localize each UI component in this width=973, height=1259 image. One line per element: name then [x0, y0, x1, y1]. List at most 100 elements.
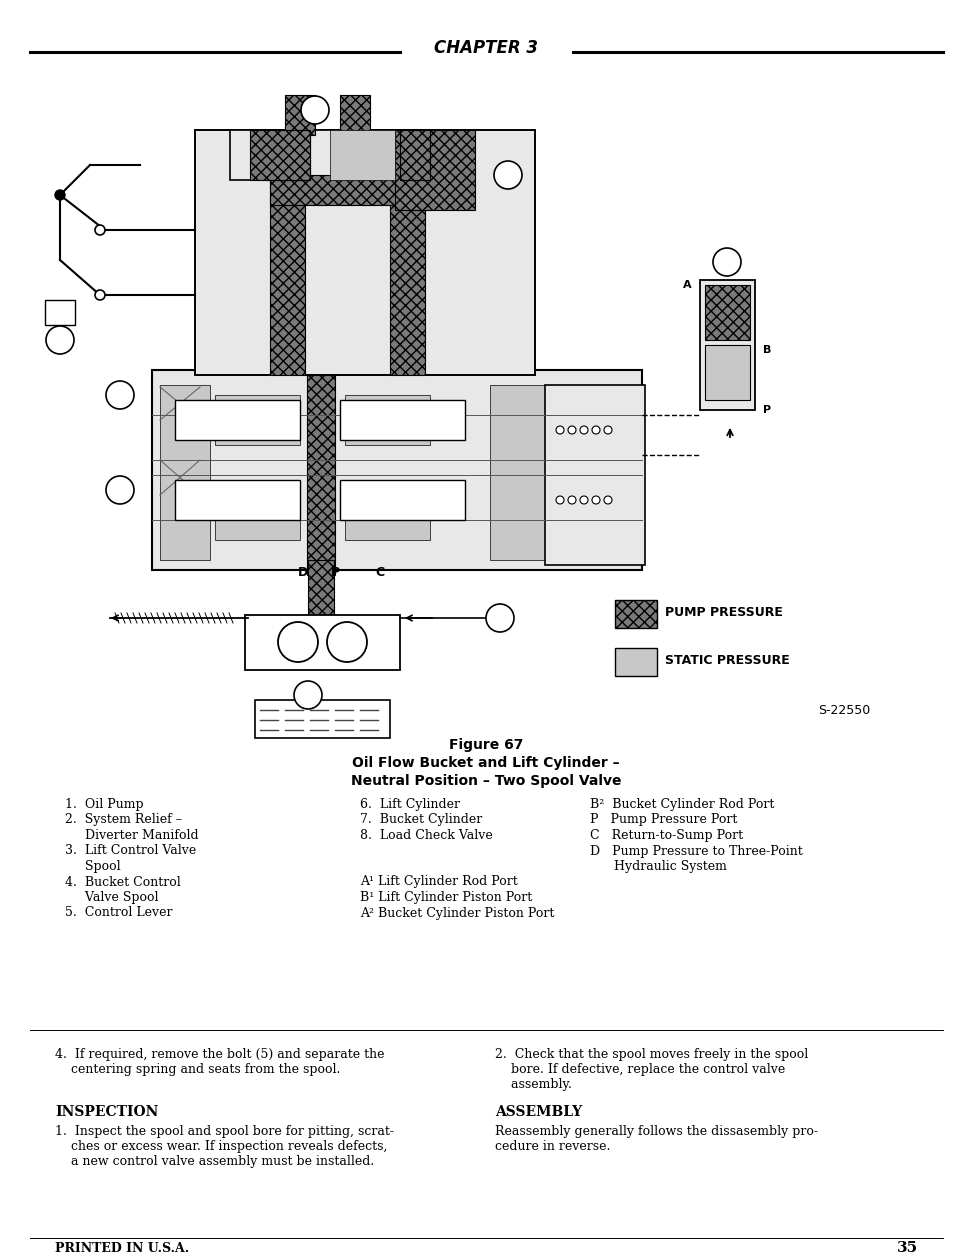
Text: PRINTED IN U.S.A.: PRINTED IN U.S.A.: [55, 1241, 189, 1254]
Text: INSPECTION: INSPECTION: [55, 1105, 159, 1119]
Text: P   Pump Pressure Port: P Pump Pressure Port: [590, 813, 738, 826]
Text: B1: B1: [395, 497, 411, 507]
Circle shape: [604, 496, 612, 504]
Bar: [307, 375, 335, 575]
Text: 35: 35: [897, 1241, 918, 1255]
Text: B: B: [763, 345, 772, 355]
Circle shape: [106, 381, 134, 409]
Text: 6: 6: [311, 104, 319, 115]
Bar: [345, 395, 430, 444]
Bar: [340, 94, 370, 135]
Bar: [245, 614, 400, 670]
Bar: [175, 480, 300, 520]
Bar: [270, 175, 305, 375]
Circle shape: [294, 681, 322, 709]
Text: 4.  Bucket Control: 4. Bucket Control: [65, 875, 181, 889]
Text: CHAPTER 3: CHAPTER 3: [434, 39, 538, 57]
Bar: [340, 400, 465, 439]
Text: P: P: [763, 405, 772, 415]
Text: Diverter Manifold: Diverter Manifold: [65, 828, 198, 842]
Text: P: P: [331, 565, 340, 578]
Bar: [705, 285, 750, 340]
Circle shape: [556, 496, 564, 504]
Text: STATIC PRESSURE: STATIC PRESSURE: [665, 653, 790, 666]
Text: D   Pump Pressure to Three-Point: D Pump Pressure to Three-Point: [590, 845, 803, 857]
Text: D: D: [298, 565, 308, 578]
Text: C: C: [376, 565, 384, 578]
Text: C   Return-to-Sump Port: C Return-to-Sump Port: [590, 828, 743, 842]
Circle shape: [592, 426, 600, 434]
Text: A: A: [683, 279, 692, 290]
Bar: [705, 345, 750, 400]
Bar: [545, 385, 645, 565]
Bar: [330, 130, 395, 180]
Text: A¹ Lift Cylinder Rod Port: A¹ Lift Cylinder Rod Port: [360, 875, 518, 889]
Text: 8.  Load Check Valve: 8. Load Check Valve: [360, 828, 492, 842]
Text: 5: 5: [56, 335, 64, 345]
Circle shape: [604, 426, 612, 434]
Circle shape: [95, 225, 105, 235]
Text: A1: A1: [230, 497, 246, 507]
Circle shape: [713, 248, 741, 276]
Bar: [615, 601, 657, 628]
Bar: [215, 395, 300, 444]
Bar: [400, 130, 430, 180]
Circle shape: [301, 96, 329, 123]
Text: S-22550: S-22550: [817, 704, 870, 716]
Text: Oil Flow Bucket and Lift Cylinder –: Oil Flow Bucket and Lift Cylinder –: [352, 755, 620, 771]
Text: Valve Spool: Valve Spool: [65, 891, 159, 904]
Bar: [615, 648, 657, 676]
Text: ASSEMBLY: ASSEMBLY: [495, 1105, 582, 1119]
Bar: [152, 370, 642, 570]
Circle shape: [580, 426, 588, 434]
Bar: [285, 94, 315, 135]
Bar: [160, 385, 210, 560]
Circle shape: [278, 622, 318, 662]
Text: 2.  System Relief –: 2. System Relief –: [65, 813, 182, 826]
Text: PUMP PRESSURE: PUMP PRESSURE: [665, 606, 783, 618]
Bar: [345, 490, 430, 540]
Bar: [700, 279, 755, 410]
Text: A² Bucket Cylinder Piston Port: A² Bucket Cylinder Piston Port: [360, 906, 555, 919]
Text: 7.  Bucket Cylinder: 7. Bucket Cylinder: [360, 813, 483, 826]
Text: Neutral Position – Two Spool Valve: Neutral Position – Two Spool Valve: [350, 774, 621, 788]
Text: 8: 8: [723, 257, 731, 267]
Bar: [340, 480, 465, 520]
Circle shape: [46, 326, 74, 354]
Circle shape: [580, 496, 588, 504]
Circle shape: [592, 496, 600, 504]
Circle shape: [486, 604, 514, 632]
Bar: [45, 300, 75, 325]
Text: 1.  Oil Pump: 1. Oil Pump: [65, 798, 144, 811]
Text: A2: A2: [230, 417, 246, 427]
Text: Hydraulic System: Hydraulic System: [590, 860, 727, 872]
Circle shape: [556, 426, 564, 434]
Bar: [250, 130, 310, 180]
Text: 4: 4: [116, 390, 124, 400]
Text: 7: 7: [504, 170, 512, 180]
Text: B2: B2: [395, 417, 411, 427]
Circle shape: [327, 622, 367, 662]
Bar: [395, 130, 475, 210]
Circle shape: [568, 426, 576, 434]
Bar: [270, 175, 425, 205]
Text: 2.  Check that the spool moves freely in the spool
    bore. If defective, repla: 2. Check that the spool moves freely in …: [495, 1047, 809, 1092]
Bar: [490, 385, 550, 560]
Bar: [215, 490, 300, 540]
Bar: [230, 130, 415, 180]
Text: B¹ Lift Cylinder Piston Port: B¹ Lift Cylinder Piston Port: [360, 891, 532, 904]
Text: 3: 3: [116, 485, 124, 495]
Text: 3.  Lift Control Valve: 3. Lift Control Valve: [65, 845, 197, 857]
Circle shape: [95, 290, 105, 300]
Text: 5.  Control Lever: 5. Control Lever: [65, 906, 172, 919]
Text: 4.  If required, remove the bolt (5) and separate the
    centering spring and s: 4. If required, remove the bolt (5) and …: [55, 1047, 384, 1076]
Text: Figure 67: Figure 67: [449, 738, 523, 752]
Text: Reassembly generally follows the dissasembly pro-
cedure in reverse.: Reassembly generally follows the dissase…: [495, 1126, 818, 1153]
Bar: [308, 560, 334, 624]
Bar: [255, 700, 390, 738]
Text: 1: 1: [305, 690, 312, 700]
Text: Spool: Spool: [65, 860, 121, 872]
Text: 6.  Lift Cylinder: 6. Lift Cylinder: [360, 798, 460, 811]
Bar: [175, 400, 300, 439]
Bar: [390, 175, 425, 375]
